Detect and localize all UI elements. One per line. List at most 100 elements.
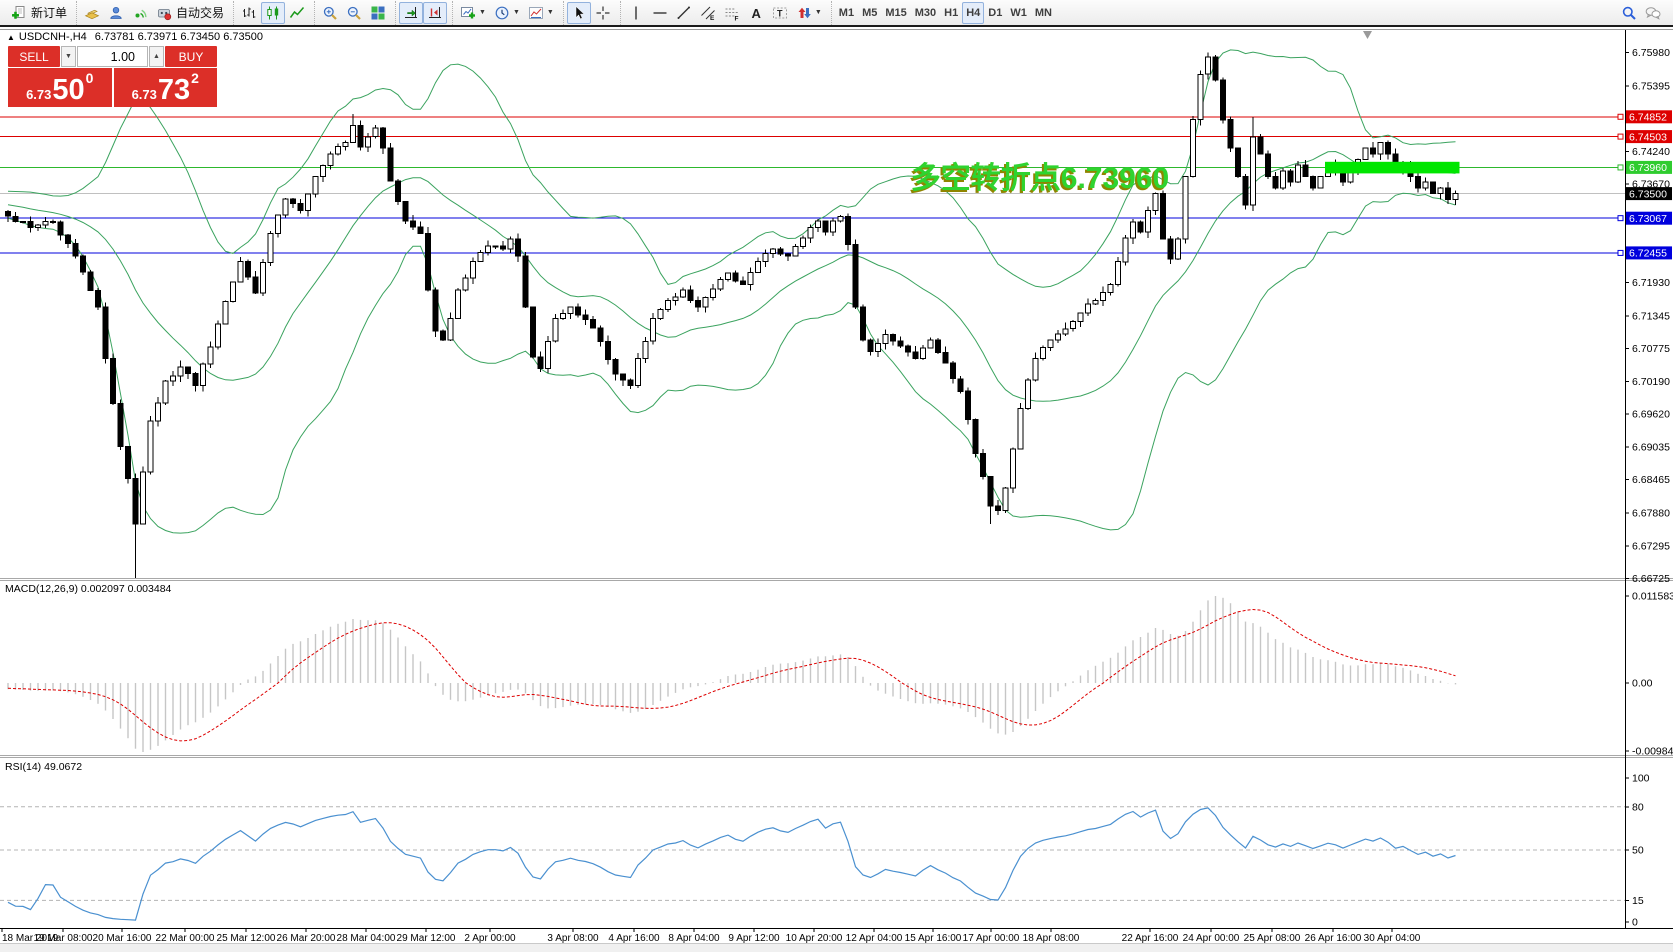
text-label-button[interactable] bbox=[768, 2, 792, 24]
fibonacci-button[interactable] bbox=[720, 2, 744, 24]
macd-histogram bbox=[7, 596, 1457, 752]
equidistant-channel-button[interactable] bbox=[696, 2, 720, 24]
chart-symbol-period: USDCNH-,H4 bbox=[18, 31, 87, 43]
channel-icon bbox=[700, 5, 716, 21]
horizontal-line-button[interactable] bbox=[648, 2, 672, 24]
search-button[interactable] bbox=[1617, 2, 1641, 24]
highlight-rectangle[interactable] bbox=[1325, 161, 1460, 174]
buy-price-sup: 2 bbox=[191, 70, 199, 86]
svg-text:100: 100 bbox=[1632, 773, 1650, 785]
price-axis[interactable] bbox=[1625, 29, 1673, 928]
svg-text:0.00: 0.00 bbox=[1632, 678, 1653, 690]
volume-input[interactable] bbox=[78, 47, 147, 66]
chat-icon bbox=[1645, 5, 1661, 21]
svg-text:30 Apr 04:00: 30 Apr 04:00 bbox=[1364, 933, 1421, 944]
volume-decrease-icon[interactable]: ▼ bbox=[61, 46, 76, 67]
svg-text:6.66725: 6.66725 bbox=[1632, 573, 1670, 585]
svg-text:50: 50 bbox=[1632, 845, 1644, 857]
chart-shift-marker-icon[interactable] bbox=[1363, 31, 1372, 39]
dropdown-caret-icon: ▼ bbox=[814, 9, 822, 16]
community-icon-button[interactable] bbox=[104, 2, 128, 24]
volume-increase-icon[interactable]: ▲ bbox=[149, 46, 164, 67]
timeframe-m1-button[interactable]: M1 bbox=[835, 2, 858, 24]
zoom-in-button[interactable] bbox=[318, 2, 342, 24]
timeframe-d1-button[interactable]: D1 bbox=[984, 2, 1006, 24]
svg-text:6.70775: 6.70775 bbox=[1632, 343, 1670, 355]
new-order-button-label: 新订单 bbox=[31, 6, 68, 20]
textA-icon bbox=[748, 5, 764, 21]
timeframe-m30-button-label: M30 bbox=[914, 6, 937, 19]
svg-text:18 Apr 08:00: 18 Apr 08:00 bbox=[1023, 933, 1080, 944]
fibo-icon bbox=[724, 5, 740, 21]
candle-chart-button[interactable] bbox=[261, 1, 286, 24]
chart-shift-button[interactable] bbox=[423, 1, 448, 24]
svg-text:6.73067: 6.73067 bbox=[1629, 213, 1667, 225]
timeframe-m5-button-label: M5 bbox=[862, 6, 878, 19]
trendline-button[interactable] bbox=[672, 2, 696, 24]
collapse-quote-panel-icon[interactable]: ▲ bbox=[7, 33, 15, 42]
autotrading-button[interactable]: 自动交易 bbox=[152, 2, 228, 24]
chat-button[interactable] bbox=[1641, 2, 1665, 24]
annotation-text-shadow: 多空转折点6.73960 bbox=[909, 164, 1167, 197]
svg-text:19 Mar 08:00: 19 Mar 08:00 bbox=[34, 933, 93, 944]
chart-area[interactable] bbox=[0, 29, 1624, 928]
auto-scroll-button[interactable] bbox=[399, 1, 424, 24]
sell-price-sup: 0 bbox=[85, 70, 94, 86]
dropdown-caret-icon: ▼ bbox=[479, 9, 486, 16]
toolbar-right-group bbox=[1617, 2, 1669, 24]
sell-button[interactable]: SELL bbox=[8, 46, 60, 67]
text-button[interactable] bbox=[744, 2, 768, 24]
zoom-out-button[interactable] bbox=[342, 2, 366, 24]
svg-text:6.74852: 6.74852 bbox=[1629, 112, 1667, 124]
toolbar-group: 新订单 bbox=[4, 1, 74, 25]
zoomin-icon bbox=[322, 5, 338, 21]
svg-text:8 Apr 04:00: 8 Apr 04:00 bbox=[668, 933, 720, 944]
svg-text:25 Apr 08:00: 25 Apr 08:00 bbox=[1244, 933, 1301, 944]
clock-icon bbox=[494, 5, 510, 21]
svg-text:25 Mar 12:00: 25 Mar 12:00 bbox=[217, 933, 276, 944]
timeframe-mn-button[interactable]: MN bbox=[1031, 2, 1056, 24]
timeframe-m15-button[interactable]: M15 bbox=[881, 2, 910, 24]
annotation-text[interactable]: 多空转折点6.73960 bbox=[911, 162, 1169, 195]
buy-button[interactable]: BUY bbox=[165, 46, 217, 67]
arrows-button[interactable]: ▼ bbox=[792, 2, 826, 24]
toolbar-group bbox=[395, 0, 450, 25]
buy-price-box[interactable]: 6.73 73 2 bbox=[113, 68, 217, 107]
svg-text:3 Apr 08:00: 3 Apr 08:00 bbox=[547, 933, 599, 944]
svg-text:6.67295: 6.67295 bbox=[1632, 541, 1670, 553]
vertical-line-button[interactable] bbox=[624, 2, 648, 24]
line-chart-button[interactable] bbox=[285, 2, 309, 24]
crosshair-icon bbox=[595, 5, 611, 21]
bar-chart-button[interactable] bbox=[237, 2, 261, 24]
timeframe-m5-button[interactable]: M5 bbox=[858, 2, 881, 24]
new-order-button[interactable]: 新订单 bbox=[7, 2, 71, 24]
hline-icon bbox=[652, 5, 668, 21]
timeframe-w1-button[interactable]: W1 bbox=[1006, 2, 1031, 24]
svg-text:24 Apr 00:00: 24 Apr 00:00 bbox=[1183, 933, 1240, 944]
tile-windows-button[interactable] bbox=[366, 2, 390, 24]
svg-text:22 Mar 00:00: 22 Mar 00:00 bbox=[156, 933, 215, 944]
dropdown-caret-icon: ▼ bbox=[546, 9, 554, 16]
svg-text:26 Mar 20:00: 26 Mar 20:00 bbox=[277, 933, 336, 944]
timeframe-h4-button[interactable]: H4 bbox=[962, 1, 985, 24]
new-chart-button[interactable]: ▼ bbox=[456, 2, 490, 24]
timeframe-h1-button[interactable]: H1 bbox=[940, 2, 962, 24]
dropdown-caret-icon: ▼ bbox=[512, 9, 520, 16]
gold-icon bbox=[84, 5, 100, 21]
cursor-button[interactable] bbox=[566, 1, 591, 24]
chartplus-icon bbox=[460, 5, 476, 21]
timeframe-m30-button[interactable]: M30 bbox=[911, 2, 940, 24]
sell-price-box[interactable]: 6.73 50 0 bbox=[8, 68, 112, 107]
rsi-value: 49.0672 bbox=[44, 761, 83, 773]
funds-icon-button[interactable] bbox=[80, 2, 104, 24]
svg-text:10 Apr 20:00: 10 Apr 20:00 bbox=[786, 933, 843, 944]
template-button[interactable]: ▼ bbox=[524, 2, 558, 24]
period-button[interactable]: ▼ bbox=[490, 2, 524, 24]
price-axis-labels: 6.759806.753956.742406.736706.719306.713… bbox=[1625, 47, 1673, 929]
crosshair-button[interactable] bbox=[591, 2, 615, 24]
cursor-icon bbox=[571, 5, 587, 21]
macd-values: 0.002097 0.003484 bbox=[80, 583, 172, 595]
signals-icon-button[interactable] bbox=[128, 2, 152, 24]
toolbar-group: ▼ bbox=[619, 0, 829, 25]
toolbar-group bbox=[233, 0, 312, 25]
